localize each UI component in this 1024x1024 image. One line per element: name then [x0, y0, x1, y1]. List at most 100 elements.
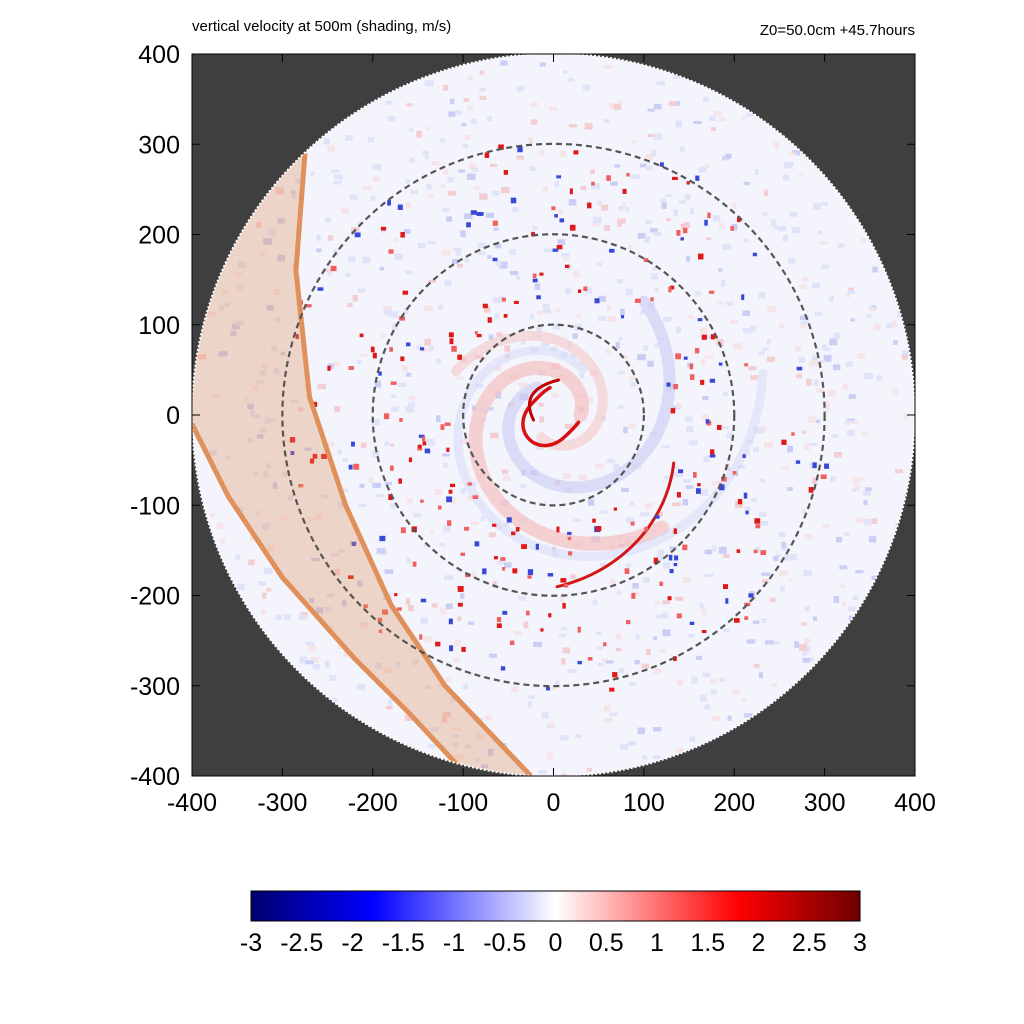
speckle [663, 316, 672, 322]
speckle [216, 523, 224, 529]
speckle [412, 659, 419, 666]
speckle [847, 606, 856, 612]
speckle [809, 360, 819, 367]
speckle [746, 639, 755, 644]
speckle [536, 444, 544, 450]
reference-circle-100 [462, 323, 645, 507]
speckle [504, 345, 511, 352]
speckle [561, 658, 566, 665]
speckle [235, 320, 245, 326]
speckle [654, 343, 660, 348]
speckle [642, 755, 648, 760]
filament-dot [781, 439, 787, 445]
speckle [640, 309, 645, 315]
speckle [662, 629, 671, 637]
speckle [617, 100, 623, 105]
speckle [580, 185, 587, 191]
filament-dot [820, 474, 827, 479]
filament-dot [457, 354, 463, 360]
rainbands [451, 295, 768, 589]
speckle [323, 268, 329, 273]
speckle [653, 104, 662, 110]
speckle [552, 323, 560, 330]
speckle [787, 487, 793, 492]
speckle [357, 360, 362, 365]
speckle [453, 657, 461, 663]
speckle [547, 752, 554, 759]
filament-dot [676, 230, 681, 236]
speckle [617, 278, 623, 284]
speckle [762, 212, 768, 216]
speckle [787, 445, 794, 453]
speckle [629, 501, 635, 506]
speckle [557, 209, 563, 215]
speckle [634, 659, 640, 665]
speckle [593, 216, 602, 223]
speckle [542, 308, 552, 314]
speckle [722, 244, 732, 250]
filament-dot [812, 462, 817, 469]
speckle [571, 574, 576, 580]
speckle [438, 304, 444, 310]
colorbar: -3 -2.5 -2 -1.5 -1 -0.5 0 0.5 1 1.5 2 2.5 3 [240, 890, 867, 957]
speckle [534, 283, 541, 290]
speckle [449, 98, 455, 105]
speckle [408, 157, 415, 163]
speckle [701, 608, 707, 616]
speckle [613, 103, 622, 110]
filament-dot [744, 616, 749, 620]
speckle [788, 579, 794, 583]
speckle [633, 592, 640, 596]
axes: -400 -300 -200 -100 0 100 200 300 400 400 300 200 10… [130, 41, 936, 817]
speckle [496, 260, 502, 266]
speckle [712, 214, 721, 222]
speckle [705, 163, 710, 168]
speckle [461, 122, 467, 127]
speckle [253, 471, 259, 476]
speckle [218, 351, 228, 357]
speckle [263, 238, 272, 245]
speckle [604, 225, 611, 231]
speckle [467, 75, 474, 81]
speckle [588, 396, 594, 403]
speckle [885, 323, 893, 329]
speckle [710, 678, 718, 684]
speckle [716, 301, 724, 305]
speckle [267, 545, 275, 552]
speckle [823, 354, 832, 362]
speckle [722, 554, 730, 558]
speckle [712, 715, 721, 722]
speckle [487, 116, 492, 122]
speckle [424, 305, 433, 312]
speckle [743, 181, 750, 186]
speckle [468, 621, 475, 625]
speckle [431, 160, 440, 166]
filament-dot [741, 294, 745, 301]
speckle [782, 234, 789, 242]
speckle [463, 97, 470, 102]
filament-dot [612, 672, 618, 678]
speckle [441, 716, 448, 723]
speckle [740, 698, 747, 703]
speckle [341, 599, 347, 607]
filament-dot [482, 303, 488, 309]
filament-dot [396, 607, 402, 611]
speckle [644, 236, 651, 244]
filament-dot [682, 227, 688, 234]
speckle [225, 455, 231, 460]
speckle [333, 361, 341, 366]
speckle [625, 207, 631, 212]
speckle [685, 416, 693, 422]
speckle [233, 272, 242, 276]
speckle [723, 628, 731, 632]
speckle [872, 266, 878, 273]
filament-dot [348, 366, 354, 370]
speckle [617, 221, 622, 228]
speckle [305, 641, 315, 647]
filament-dot [405, 342, 411, 347]
speckle [395, 662, 401, 668]
filament-dot [559, 218, 565, 223]
speckle [405, 179, 410, 184]
speckle [779, 570, 788, 576]
y-tick-label: 400 [138, 41, 180, 69]
